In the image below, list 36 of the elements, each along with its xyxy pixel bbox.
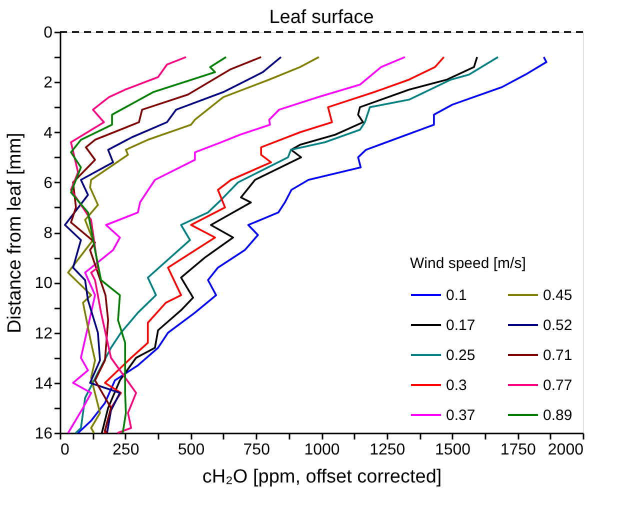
ref-line-label: Leaf surface bbox=[269, 7, 374, 28]
legend-label: 0.52 bbox=[543, 317, 572, 334]
y-tick-label: 16 bbox=[34, 426, 53, 442]
x-tick-label: 1250 bbox=[370, 442, 406, 458]
x-tick-label: 500 bbox=[178, 442, 205, 458]
x-tick-label: 1000 bbox=[304, 442, 340, 458]
legend-label: 0.3 bbox=[446, 377, 467, 394]
legend-label: 0.17 bbox=[446, 317, 476, 334]
x-tick-label: 750 bbox=[243, 442, 270, 458]
x-tick-label: 2000 bbox=[548, 442, 584, 458]
y-tick-label: 14 bbox=[34, 375, 53, 392]
legend-label: 0.45 bbox=[543, 287, 572, 304]
legend-title: Wind speed [m/s] bbox=[410, 255, 526, 272]
legend-label: 0.37 bbox=[446, 407, 476, 424]
line-series bbox=[70, 56, 227, 434]
y-tick-label: 8 bbox=[44, 225, 53, 242]
y-axis-title: Distance from leaf [mm] bbox=[4, 132, 26, 334]
line-series bbox=[67, 56, 406, 434]
y-tick-label: 12 bbox=[34, 325, 53, 342]
x-tick-label: 1500 bbox=[434, 442, 471, 458]
legend-label: 0.1 bbox=[446, 287, 467, 304]
y-tick-label: 4 bbox=[44, 124, 53, 142]
legend-label: 0.71 bbox=[543, 347, 572, 364]
x-tick-label: 0 bbox=[60, 442, 70, 458]
y-tick-label: 0 bbox=[44, 24, 53, 42]
y-tick-label: 6 bbox=[44, 174, 53, 192]
x-tick-label: 1750 bbox=[500, 442, 536, 458]
legend-label: 0.89 bbox=[543, 407, 572, 424]
x-tick-label: 250 bbox=[112, 442, 140, 458]
y-tick-label: 10 bbox=[34, 275, 53, 292]
y-tick-label: 2 bbox=[44, 74, 53, 92]
x-axis-title: cH₂O [ppm, offset corrected] bbox=[202, 466, 442, 488]
legend-label: 0.77 bbox=[543, 377, 572, 394]
line-series bbox=[70, 56, 187, 434]
legend-label: 0.25 bbox=[446, 347, 476, 364]
line-series bbox=[67, 56, 320, 434]
